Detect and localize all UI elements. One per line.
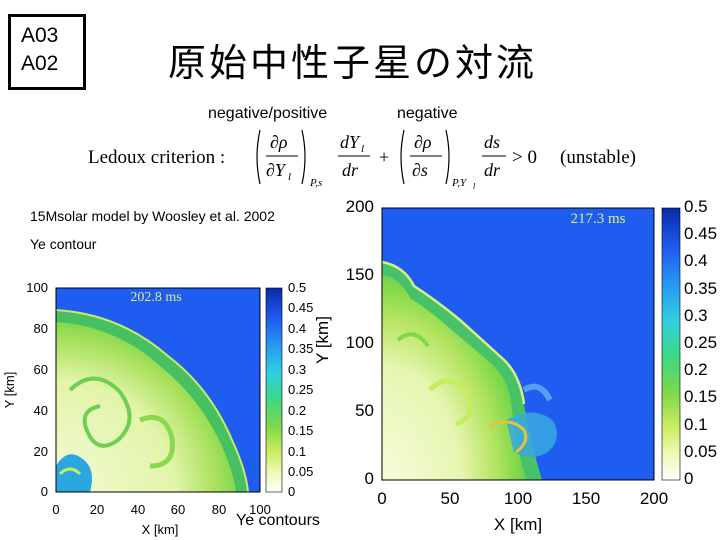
svg-text:0.45: 0.45 bbox=[684, 224, 717, 243]
svg-text:0.2: 0.2 bbox=[684, 360, 708, 379]
svg-text:20: 20 bbox=[90, 502, 104, 517]
svg-text:200: 200 bbox=[640, 489, 668, 508]
svg-text:0.25: 0.25 bbox=[288, 382, 313, 397]
badge-line-1: A03 bbox=[21, 24, 59, 47]
svg-text:0.1: 0.1 bbox=[288, 444, 306, 459]
svg-text:50: 50 bbox=[441, 489, 460, 508]
svg-text:0.4: 0.4 bbox=[684, 251, 708, 270]
svg-text:0.35: 0.35 bbox=[288, 341, 313, 356]
svg-text:100: 100 bbox=[26, 280, 48, 295]
label-negative-positive: negative/positive bbox=[208, 105, 328, 122]
ye-contour-label: Ye contour bbox=[30, 236, 97, 252]
small-colorbar-ticks: 0.5 0.45 0.4 0.35 0.3 0.25 0.2 0.15 0.1 … bbox=[288, 280, 313, 499]
svg-text:0: 0 bbox=[377, 489, 386, 508]
svg-text:∂Y: ∂Y bbox=[266, 160, 287, 180]
large-x-axis-label: X [km] bbox=[494, 515, 542, 534]
svg-text:0: 0 bbox=[41, 484, 48, 499]
svg-text:0.05: 0.05 bbox=[288, 464, 313, 479]
small-x-axis-label: X [km] bbox=[142, 522, 179, 537]
small-y-axis-label: Y [km] bbox=[2, 372, 17, 409]
small-ye-plot: 202.8 ms 0 20 40 60 80 100 0 20 40 60 80… bbox=[2, 280, 313, 537]
large-time-label: 217.3 ms bbox=[570, 211, 625, 227]
slide-number-badge: A03 A02 bbox=[8, 14, 86, 90]
ledoux-formula: Ledoux criterion : ∂ρ ∂Y l P,s dY l dr +… bbox=[88, 129, 636, 190]
large-y-axis-label: Y [km] bbox=[313, 316, 332, 364]
label-negative: negative bbox=[397, 105, 458, 122]
svg-text:ds: ds bbox=[484, 132, 500, 152]
svg-text:150: 150 bbox=[572, 489, 600, 508]
svg-text:60: 60 bbox=[34, 362, 48, 377]
svg-text:0.2: 0.2 bbox=[288, 403, 306, 418]
large-plot-field bbox=[381, 208, 654, 480]
svg-text:∂s: ∂s bbox=[412, 160, 428, 180]
svg-text:∂ρ: ∂ρ bbox=[270, 132, 288, 152]
svg-text:0: 0 bbox=[684, 469, 693, 488]
large-ye-plot: 217.3 ms 0 50 100 150 200 0 50 100 150 2… bbox=[313, 197, 717, 534]
small-plot-field bbox=[55, 288, 260, 493]
svg-text:100: 100 bbox=[346, 333, 374, 352]
svg-text:l: l bbox=[288, 171, 291, 183]
svg-text:dr: dr bbox=[342, 160, 359, 180]
model-description: 15Msolar model by Woosley et al. 2002 bbox=[30, 208, 275, 224]
svg-text:l: l bbox=[361, 143, 364, 155]
svg-text:0: 0 bbox=[288, 484, 295, 499]
svg-text:0.25: 0.25 bbox=[684, 333, 717, 352]
formula-sub-pyl: P,Y bbox=[451, 177, 468, 189]
small-colorbar bbox=[265, 287, 283, 493]
svg-text:100: 100 bbox=[504, 489, 532, 508]
svg-text:60: 60 bbox=[171, 502, 185, 517]
small-x-ticks: 0 20 40 60 80 100 bbox=[52, 502, 270, 517]
svg-text:dr: dr bbox=[484, 160, 501, 180]
svg-text:50: 50 bbox=[355, 401, 374, 420]
svg-text:40: 40 bbox=[131, 502, 145, 517]
svg-text:100: 100 bbox=[249, 502, 271, 517]
svg-text:0.1: 0.1 bbox=[684, 415, 708, 434]
svg-text:0.15: 0.15 bbox=[288, 423, 313, 438]
formula-sub-ps: P,s bbox=[309, 177, 322, 189]
small-time-label: 202.8 ms bbox=[130, 290, 181, 305]
svg-text:20: 20 bbox=[34, 444, 48, 459]
svg-text:0.4: 0.4 bbox=[288, 321, 306, 336]
badge-line-2: A02 bbox=[21, 52, 59, 75]
svg-text:0.3: 0.3 bbox=[288, 362, 306, 377]
svg-text:80: 80 bbox=[34, 321, 48, 336]
large-colorbar bbox=[661, 207, 681, 481]
svg-text:80: 80 bbox=[212, 502, 226, 517]
svg-text:+: + bbox=[379, 147, 389, 167]
formula-note: (unstable) bbox=[560, 147, 636, 168]
svg-text:0: 0 bbox=[365, 469, 374, 488]
large-y-ticks: 0 50 100 150 200 bbox=[346, 197, 374, 488]
svg-text:0.5: 0.5 bbox=[684, 197, 708, 216]
large-x-ticks: 0 50 100 150 200 bbox=[377, 489, 668, 508]
svg-text:dY: dY bbox=[340, 132, 361, 152]
small-y-ticks: 0 20 40 60 80 100 bbox=[26, 280, 48, 499]
large-colorbar-ticks: 0.5 0.45 0.4 0.35 0.3 0.25 0.2 0.15 0.1 … bbox=[684, 197, 717, 488]
slide-title: 原始中性子星の対流 bbox=[168, 43, 538, 85]
svg-text:0.3: 0.3 bbox=[684, 306, 708, 325]
formula-lhs: Ledoux criterion : bbox=[88, 147, 225, 168]
svg-text:0.15: 0.15 bbox=[684, 387, 717, 406]
svg-text:150: 150 bbox=[346, 265, 374, 284]
svg-text:l: l bbox=[473, 182, 476, 190]
svg-text:0: 0 bbox=[52, 502, 59, 517]
svg-text:∂ρ: ∂ρ bbox=[414, 132, 432, 152]
svg-text:0.35: 0.35 bbox=[684, 279, 717, 298]
svg-text:0.5: 0.5 bbox=[288, 280, 306, 295]
svg-text:0.05: 0.05 bbox=[684, 442, 717, 461]
svg-text:200: 200 bbox=[346, 197, 374, 216]
svg-text:0.45: 0.45 bbox=[288, 300, 313, 315]
svg-text:40: 40 bbox=[34, 403, 48, 418]
formula-condition: > 0 bbox=[512, 147, 537, 168]
ye-contours-caption: Ye contours bbox=[236, 512, 320, 529]
